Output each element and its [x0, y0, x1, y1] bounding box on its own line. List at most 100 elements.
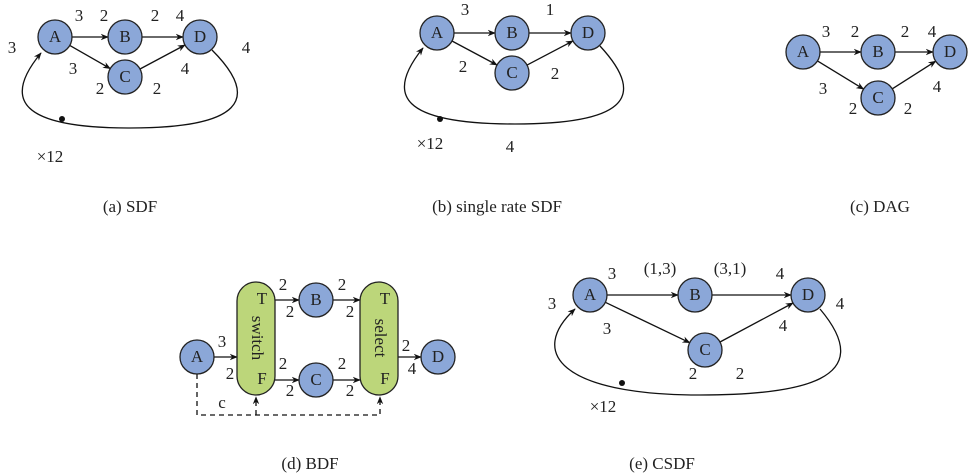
delay-label: ×12 [37, 147, 64, 166]
control-edge [196, 374, 384, 416]
rate-label: 2 [346, 302, 355, 321]
rate-label: 2 [849, 99, 858, 118]
node-label: B [119, 27, 130, 46]
rate-label: 4 [779, 316, 788, 335]
rate-label: 2 [338, 275, 347, 294]
actor-node [790, 277, 826, 313]
node-label: B [689, 285, 700, 304]
node-label: B [872, 42, 883, 61]
edge [719, 302, 794, 343]
rate-label: 3 [819, 79, 828, 98]
edge [605, 301, 691, 344]
rate-label: 4 [928, 22, 937, 41]
caption: (b) single rate SDF [432, 197, 562, 216]
rate-label: 2 [279, 275, 288, 294]
node-label: C [872, 88, 883, 107]
rate-label: 3 [8, 38, 17, 57]
rate-label: 1 [546, 0, 555, 19]
actor-node [785, 34, 821, 70]
rate-label: 2 [402, 336, 411, 355]
rate-label: 2 [736, 364, 745, 383]
node-label: D [582, 23, 594, 42]
rate-label: 2 [153, 79, 162, 98]
rate-label: 4 [836, 294, 845, 313]
rate-label: 2 [459, 57, 468, 76]
actor-node [179, 339, 215, 375]
actor-node [677, 277, 713, 313]
rate-label: 2 [286, 302, 295, 321]
actor-node [932, 34, 968, 70]
actor-node [572, 277, 608, 313]
rate-label: 4 [506, 137, 515, 156]
actor-node [570, 15, 606, 51]
feedback-edge [21, 49, 239, 129]
block-label: switch [248, 316, 267, 361]
node-label: A [431, 23, 444, 42]
rate-label: 2 [226, 364, 235, 383]
node-label: A [584, 285, 597, 304]
rate-label: 2 [851, 22, 860, 41]
rate-label: 2 [904, 99, 913, 118]
delay-label: ×12 [590, 397, 617, 416]
edge [451, 40, 498, 66]
actor-node [860, 34, 896, 70]
delay-token [619, 380, 625, 386]
rate-label: 2 [901, 22, 910, 41]
node-label: A [191, 347, 204, 366]
feedback-edge [554, 308, 842, 396]
actor-node [107, 59, 143, 95]
node-label: C [310, 370, 321, 389]
rate-label: 4 [776, 264, 785, 283]
caption: (c) DAG [850, 197, 910, 216]
caption: (e) CSDF [629, 454, 695, 473]
control-label: c [218, 393, 226, 412]
rate-label: 4 [933, 77, 942, 96]
rate-label: 2 [286, 381, 295, 400]
rate-label: (3,1) [714, 259, 747, 278]
actor-block [236, 281, 276, 396]
rate-label: 2 [100, 6, 109, 25]
rate-label: 3 [69, 59, 78, 78]
actor-node [419, 15, 455, 51]
rate-label: 2 [279, 354, 288, 373]
delay-token [437, 116, 443, 122]
node-label: D [944, 42, 956, 61]
caption: (d) BDF [281, 454, 338, 473]
rate-label: 2 [338, 354, 347, 373]
rate-label: 3 [218, 332, 227, 351]
node-label: A [797, 42, 810, 61]
edge [891, 60, 937, 90]
rate-label: 3 [822, 22, 831, 41]
actor-node [860, 80, 896, 116]
node-label: A [49, 27, 62, 46]
actor-node [298, 362, 334, 398]
rate-label: 2 [151, 6, 160, 25]
node-label: D [802, 285, 814, 304]
feedback-edge [403, 45, 625, 125]
actor-node [298, 282, 334, 318]
node-label: D [194, 27, 206, 46]
edge [69, 44, 111, 70]
actor-node [494, 15, 530, 51]
rate-label: 3 [608, 264, 617, 283]
rate-label: 3 [461, 0, 470, 19]
actor-block [359, 281, 399, 396]
node-label: B [310, 290, 321, 309]
node-label: C [119, 67, 130, 86]
rate-label: 4 [176, 6, 185, 25]
delay-label: ×12 [417, 134, 444, 153]
rate-label: 2 [96, 79, 105, 98]
edge [817, 60, 865, 90]
actor-node [182, 19, 218, 55]
rate-label: 2 [346, 381, 355, 400]
node-label: C [506, 63, 517, 82]
actor-node [37, 19, 73, 55]
rate-label: 4 [408, 359, 417, 378]
port-label: F [380, 369, 389, 388]
rate-label: 2 [689, 364, 698, 383]
edge [139, 44, 186, 70]
node-label: D [432, 347, 444, 366]
actor-node [420, 339, 456, 375]
rate-label: 4 [181, 59, 190, 78]
